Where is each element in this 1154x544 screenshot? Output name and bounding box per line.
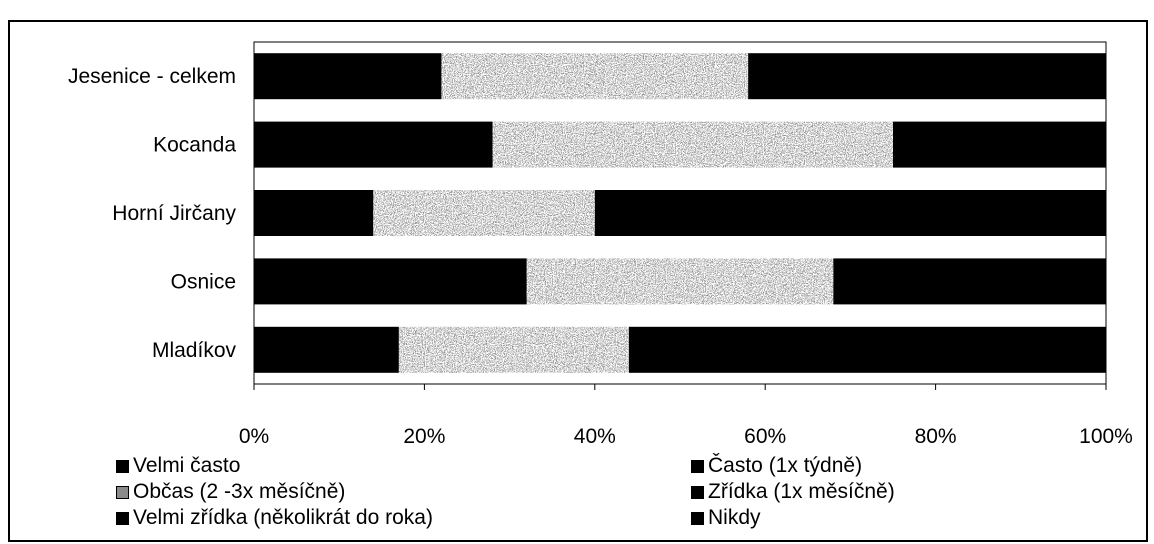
legend-label: Často (1x týdně): [708, 454, 863, 477]
bar-segment: [254, 121, 493, 168]
category-label: Jesenice - celkem: [68, 65, 236, 88]
legend-item: Zřídka (1x měsíčně): [691, 479, 1036, 505]
bar-segment: [833, 258, 1106, 305]
legend-item: Nikdy: [691, 505, 1036, 531]
x-tick-label: 40%: [574, 425, 616, 448]
legend-swatch: [691, 485, 704, 499]
bar-segment: [492, 121, 893, 168]
legend-swatch: [116, 459, 129, 473]
legend-swatch: [691, 459, 704, 473]
legend-item: Velmi zřídka (několikrát do roka): [116, 505, 691, 531]
bar-segment: [398, 326, 629, 373]
x-tick-label: 80%: [915, 425, 957, 448]
x-tick-label: 100%: [1079, 425, 1133, 448]
legend-swatch: [116, 511, 129, 525]
category-label: Osnice: [171, 270, 236, 293]
legend-label: Občas (2 -3x měsíčně): [133, 480, 346, 503]
legend-item: Často (1x týdně): [691, 453, 1036, 479]
category-label: Horní Jirčany: [112, 202, 236, 225]
bar-segment: [373, 190, 595, 236]
bar-segment: [254, 326, 399, 373]
bar-segment: [594, 190, 1106, 236]
x-tick-label: 20%: [403, 425, 445, 448]
bar-segment: [526, 258, 834, 305]
bar-segment: [254, 258, 527, 305]
legend-label: Nikdy: [708, 506, 761, 529]
x-tick-label: 60%: [744, 425, 786, 448]
category-label: Mladíkov: [152, 339, 237, 362]
legend: Velmi často Často (1x týdně) Občas (2 -3x …: [116, 453, 1036, 531]
legend-label: Velmi zřídka (několikrát do roka): [133, 506, 433, 529]
bar-segment: [628, 326, 1106, 373]
legend-swatch: [116, 485, 129, 499]
bar-segment: [254, 190, 374, 236]
legend-label: Velmi často: [133, 454, 241, 477]
bar-segment: [893, 121, 1106, 168]
legend-swatch: [691, 511, 704, 525]
legend-item: Občas (2 -3x měsíčně): [116, 479, 691, 505]
bar-segment: [748, 53, 1106, 100]
legend-label: Zřídka (1x měsíčně): [708, 480, 895, 503]
x-tick-label: 0%: [239, 425, 269, 448]
bar-segment: [441, 53, 749, 100]
legend-item: Velmi často: [116, 453, 691, 479]
category-label: Kocanda: [153, 134, 236, 157]
bar-segment: [254, 53, 442, 100]
